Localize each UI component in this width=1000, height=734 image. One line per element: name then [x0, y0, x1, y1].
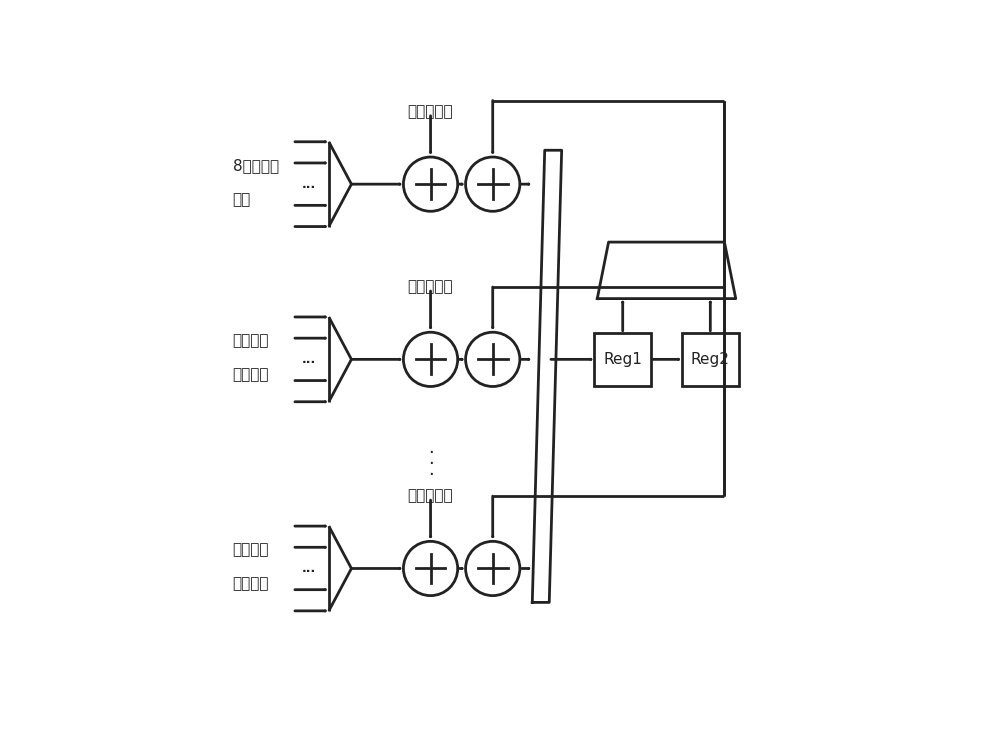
Text: 充修调码: 充修调码 — [233, 367, 269, 382]
Text: 充修调码: 充修调码 — [233, 576, 269, 591]
Text: Reg1: Reg1 — [603, 352, 642, 367]
Text: ·: · — [428, 455, 433, 473]
Text: 基本修调码: 基本修调码 — [408, 104, 453, 120]
Text: 调码: 调码 — [233, 192, 251, 207]
Text: 基本修调码: 基本修调码 — [408, 280, 453, 294]
Text: ...: ... — [301, 178, 316, 191]
Text: 第六组补: 第六组补 — [233, 542, 269, 557]
Text: ...: ... — [301, 353, 316, 366]
Text: ·: · — [428, 443, 433, 462]
Text: ...: ... — [301, 562, 316, 575]
Text: 基本修调码: 基本修调码 — [408, 489, 453, 504]
Text: Reg2: Reg2 — [691, 352, 730, 367]
Text: 8个零点修: 8个零点修 — [233, 158, 279, 173]
Text: 第一组补: 第一组补 — [233, 333, 269, 348]
Text: ·: · — [428, 466, 433, 484]
